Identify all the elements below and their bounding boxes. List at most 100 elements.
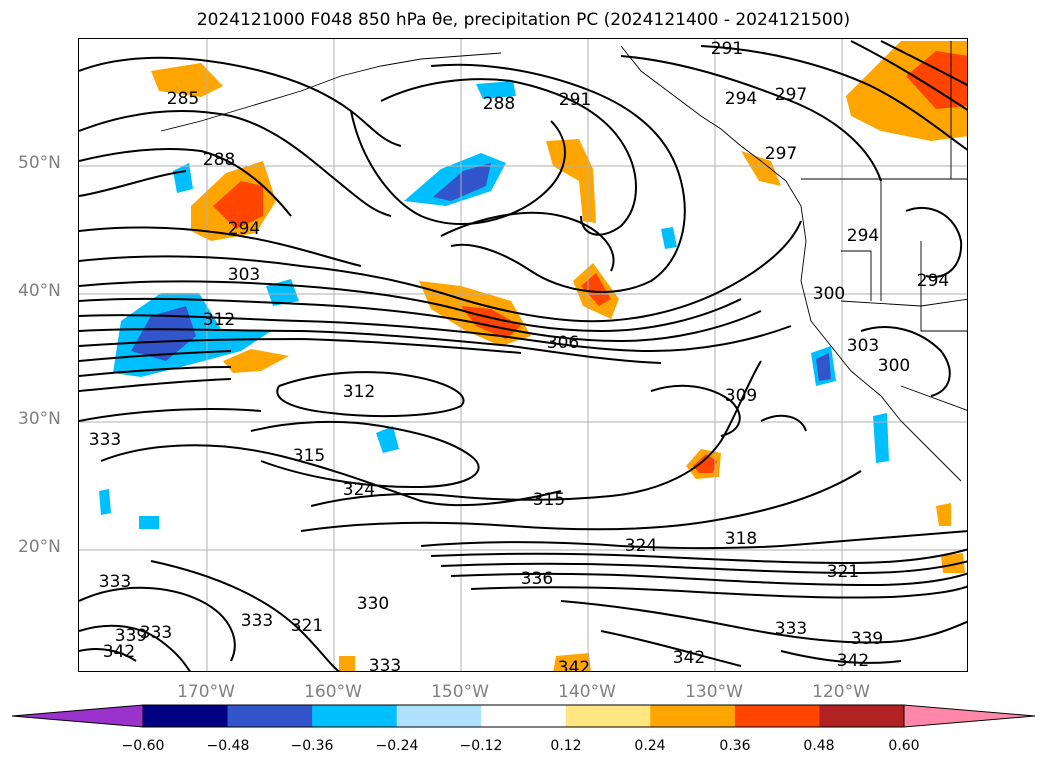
contour-label: 333 <box>99 572 131 592</box>
contour-line <box>850 40 967 111</box>
contour-line <box>79 378 232 392</box>
contour-line <box>79 226 362 267</box>
contour-label: 300 <box>813 284 845 304</box>
contour-label: 294 <box>725 89 757 109</box>
precip-area <box>546 139 596 223</box>
precip-area <box>741 151 781 186</box>
contour-line <box>79 366 232 377</box>
contour-line <box>380 78 637 236</box>
contour-label: 339 <box>115 626 147 646</box>
contour-label: 294 <box>228 219 260 239</box>
contour-label: 318 <box>725 529 757 549</box>
lat-label-50n: 50°N <box>18 153 61 173</box>
state-border <box>900 385 967 411</box>
map-panel: 291 285 288 291 294 297 297 288 294 303 … <box>78 38 968 672</box>
contour-line <box>470 585 967 599</box>
contour-line <box>79 648 137 662</box>
contour-line <box>79 350 232 362</box>
contour-label: 342 <box>103 642 135 662</box>
colorbar-tick-label: 0.24 <box>634 738 666 754</box>
colorbar-segment <box>396 705 482 727</box>
contour-label: 330 <box>357 594 389 614</box>
contour-label: 342 <box>558 658 590 672</box>
contour-label: 315 <box>293 446 325 466</box>
precip-area <box>693 454 717 473</box>
contour-label: 291 <box>559 90 591 110</box>
lat-label-30n: 30°N <box>18 409 61 429</box>
contour-label: 336 <box>521 569 553 589</box>
precip-area <box>941 553 965 573</box>
contour-line <box>79 624 191 671</box>
contour-label: 288 <box>483 94 515 114</box>
contour-line <box>79 148 292 217</box>
contour-line <box>79 586 236 662</box>
contour-line <box>860 326 951 397</box>
contour-line <box>250 420 480 489</box>
colorbar-segment <box>227 705 313 727</box>
colorbar-tick-label: −0.48 <box>206 738 250 754</box>
state-border <box>841 250 872 301</box>
contour-line <box>100 444 562 507</box>
contour-line <box>79 220 802 323</box>
contour-labels: 291 285 288 291 294 297 297 288 294 303 … <box>89 39 949 672</box>
contour-label: 333 <box>369 656 401 672</box>
contour-line <box>600 630 742 667</box>
precip-area <box>131 306 196 361</box>
lon-label-160w: 160°W <box>304 682 362 702</box>
contour-line <box>79 110 392 217</box>
contour-label: 342 <box>837 651 869 671</box>
theta-e-contours <box>79 40 967 671</box>
contour-line <box>79 337 522 354</box>
coastline <box>160 52 502 132</box>
contour-label: 321 <box>827 562 859 582</box>
precip-area <box>376 426 399 453</box>
colorbar-segments <box>12 705 1035 727</box>
contour-label: 324 <box>625 536 657 556</box>
colorbar-segment <box>819 705 905 727</box>
contour-label: 297 <box>765 144 797 164</box>
contour-label: 315 <box>533 490 565 510</box>
precip-area <box>213 181 263 229</box>
contour-line <box>450 572 967 587</box>
colorbar-tick-label: 0.48 <box>803 738 835 754</box>
colorbar-tick-label: 0.60 <box>888 738 920 754</box>
colorbar-extend-high <box>904 705 1035 727</box>
colorbar-tick-label: −0.36 <box>290 738 334 754</box>
contour-line <box>700 45 967 151</box>
contour-line <box>430 548 967 565</box>
lat-label-20n: 20°N <box>18 537 61 557</box>
lon-label-120w: 120°W <box>812 682 870 702</box>
map-title: 2024121000 F048 850 hPa θe, precipitatio… <box>196 10 851 30</box>
contour-label: 303 <box>228 265 260 285</box>
contour-line <box>310 360 762 507</box>
colorbar-segment <box>481 705 567 727</box>
colorbar-tick-label: −0.60 <box>121 738 165 754</box>
coastlines <box>160 41 967 482</box>
colorbar-segment <box>565 705 651 727</box>
coastline <box>620 45 962 482</box>
colorbar-tick-label: 0.12 <box>550 738 582 754</box>
precip-area <box>906 51 967 109</box>
contour-line <box>880 40 967 87</box>
contour-line <box>905 206 963 278</box>
contour-line <box>79 170 187 197</box>
contour-label: 339 <box>851 629 883 649</box>
lat-label-40n: 40°N <box>18 281 61 301</box>
contour-line <box>300 470 862 532</box>
contour-label: 342 <box>673 648 705 668</box>
colorbar-segment <box>650 705 736 727</box>
precip-area <box>139 516 159 529</box>
contour-label: 300 <box>878 356 910 376</box>
precip-area <box>223 349 289 373</box>
contour-label: 309 <box>725 386 757 406</box>
contour-label: 306 <box>547 333 579 353</box>
lon-label-170w: 170°W <box>177 682 235 702</box>
state-border <box>840 298 967 307</box>
contour-label: 321 <box>291 616 323 636</box>
contour-line <box>650 384 741 437</box>
contour-line <box>780 650 902 664</box>
precip-area <box>936 503 951 526</box>
contour-label: 333 <box>89 430 121 450</box>
precip-area <box>661 227 677 249</box>
colorbar-tick-label: 0.36 <box>719 738 751 754</box>
